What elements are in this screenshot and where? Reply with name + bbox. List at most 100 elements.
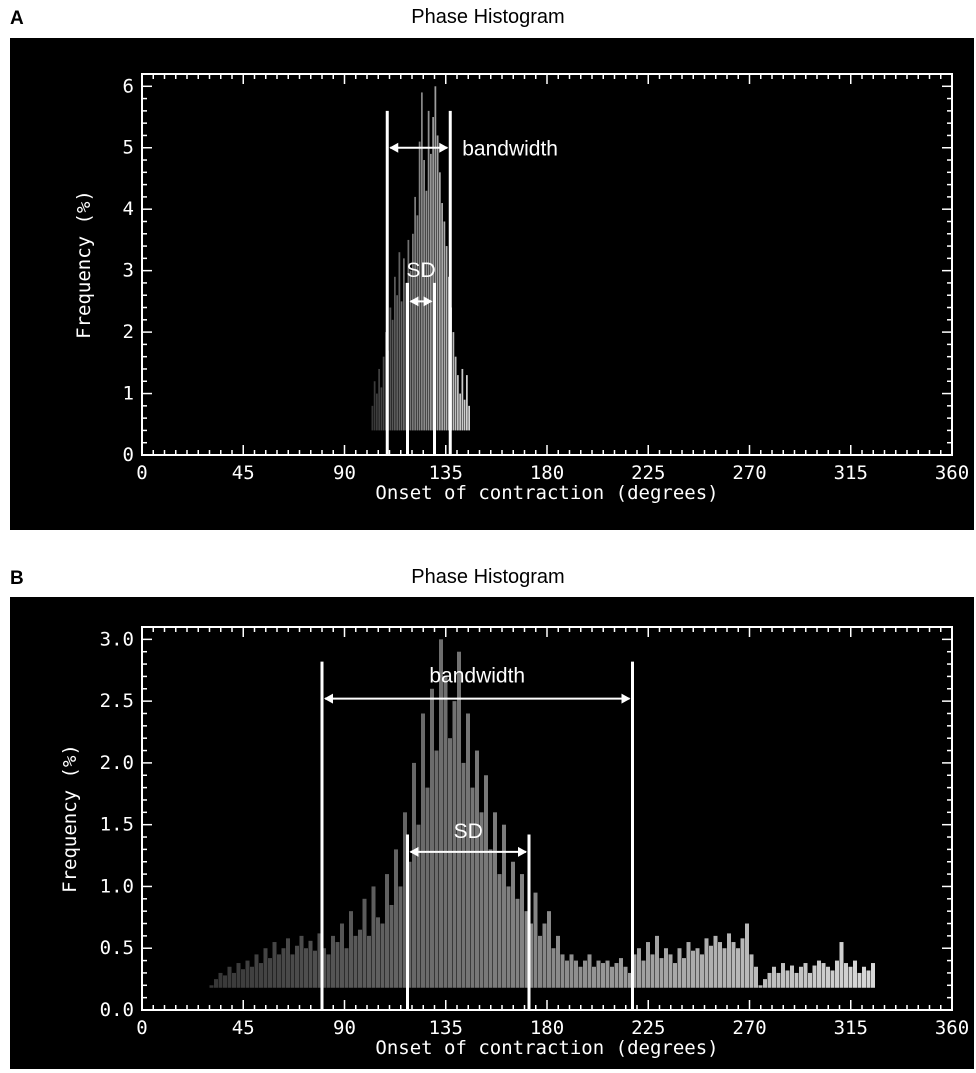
panel-b-bar [308, 940, 313, 988]
panel-b-bar [520, 874, 524, 988]
panel-a-bar [430, 153, 432, 431]
panel-b-bar [682, 958, 686, 988]
panel-a-bar [425, 190, 428, 431]
panel-b-y-tick-label: 0.5 [100, 937, 134, 959]
panel-a-plot-frame [141, 73, 953, 456]
panel-a-bar [382, 356, 385, 431]
panel-b-bar [574, 960, 578, 988]
panel-b-bar [209, 985, 214, 988]
panel-b-title: Phase Histogram [411, 566, 565, 588]
panel-a-y-tick-label: 1 [123, 383, 134, 405]
panel-b-bar [614, 963, 619, 988]
panel-b-bar [803, 963, 808, 988]
panel-b-bar [745, 923, 749, 988]
panel-b-bar [448, 738, 452, 988]
panel-a-bar [403, 258, 405, 431]
panel-b-bar [596, 960, 601, 988]
panel-b-bandwidth-arrowhead-right [621, 693, 631, 704]
panel-b-bar [673, 963, 677, 988]
panel-b-bar [344, 948, 349, 988]
panel-a-bar [434, 86, 437, 431]
panel-b-y-tick-label: 1.5 [100, 814, 134, 836]
panel-b-bar [479, 812, 484, 988]
panel-b-bar [839, 942, 844, 988]
panel-a-bar [463, 399, 466, 431]
panel-b-bar [466, 713, 470, 988]
panel-b-bar [326, 954, 331, 988]
panel-b-bar [272, 942, 277, 988]
panel-b-bar [668, 954, 673, 988]
panel-a-y-tick-label: 4 [123, 198, 134, 220]
panel-b-bar [241, 969, 245, 988]
panel-b-bar [637, 948, 641, 988]
panel-b-bandwidth-arrowhead-left [324, 693, 333, 704]
panel-a-y-tick-label: 6 [123, 75, 134, 97]
panel-b-bar [461, 762, 466, 988]
panel-b-bar [335, 942, 340, 988]
panel-b-bar [740, 938, 745, 988]
panel-b-bar [470, 787, 475, 988]
panel-b-x-tick-label: 180 [530, 1017, 564, 1039]
panel-b-bar [484, 775, 488, 988]
panel-b-bar [457, 651, 461, 988]
panel-b-bar [610, 966, 614, 988]
panel-a-bar [468, 405, 470, 431]
panel-b-bar [578, 966, 583, 988]
panel-b-bar [857, 972, 862, 988]
panel-a-x-tick-label: 360 [935, 462, 969, 484]
panel-b-bar [250, 966, 254, 988]
panel-b-bar [821, 963, 826, 988]
panel-b-bar [794, 972, 799, 988]
panel-b-bar [385, 874, 389, 988]
panel-b-bar [412, 762, 416, 988]
panel-b-bar [601, 963, 605, 988]
panel-a-x-axis-title: Onset of contraction (degrees) [375, 482, 718, 504]
panel-b-x-tick-label: 225 [631, 1017, 665, 1039]
panel-b-bar [538, 935, 542, 988]
panel-a-bar [432, 117, 434, 431]
panel-b-bar [731, 942, 736, 988]
panel-a-bar [389, 307, 392, 431]
panel-a-x-tick-label: 135 [429, 462, 463, 484]
panel-a-sd-arrowhead-right [423, 296, 433, 307]
panel-b-bar [628, 972, 632, 988]
panel-a-bar [373, 381, 376, 431]
panel-b-bar [223, 975, 227, 988]
panel-b-bar [394, 849, 398, 988]
panel-a-bar [418, 141, 421, 431]
panel-a-bar [427, 110, 430, 431]
panel-a-bar [461, 368, 464, 431]
panel-a-bar [441, 203, 443, 431]
panel-b-bar [286, 938, 290, 988]
panel-b-bar [497, 874, 502, 988]
panel-b-bar [367, 935, 371, 988]
panel-b-bar [232, 972, 236, 988]
panel-b-bar [817, 960, 821, 988]
panel-b-bar [218, 972, 223, 988]
panel-b-bar [493, 812, 497, 988]
panel-a-x-tick-label: 0 [136, 462, 147, 484]
panel-b-bar [529, 923, 533, 988]
panel-b-bar [506, 886, 511, 988]
panel-b-bar [358, 929, 362, 988]
panel-a-bar [409, 270, 412, 431]
panel-b-bar [227, 966, 232, 988]
panel-b-bar [709, 945, 713, 988]
panel-b-bar [322, 948, 326, 988]
panel-b-bar [790, 965, 794, 988]
panel-b-bar [349, 911, 353, 988]
panel-b-bar [556, 935, 560, 988]
panel-b-bar [695, 948, 700, 988]
panel-b-bar [844, 963, 848, 988]
panel-b-bar [871, 963, 875, 988]
panel-b-bar [727, 933, 731, 988]
panel-b-bar [524, 911, 529, 988]
panel-b-bar [475, 750, 479, 988]
panel-a-bar [436, 135, 439, 431]
panel-b-bar [439, 639, 443, 988]
panel-b-bar [853, 960, 857, 988]
panel-b-bar [781, 963, 785, 988]
panel-b-bar [295, 945, 299, 988]
panel-b-bar [862, 966, 866, 988]
